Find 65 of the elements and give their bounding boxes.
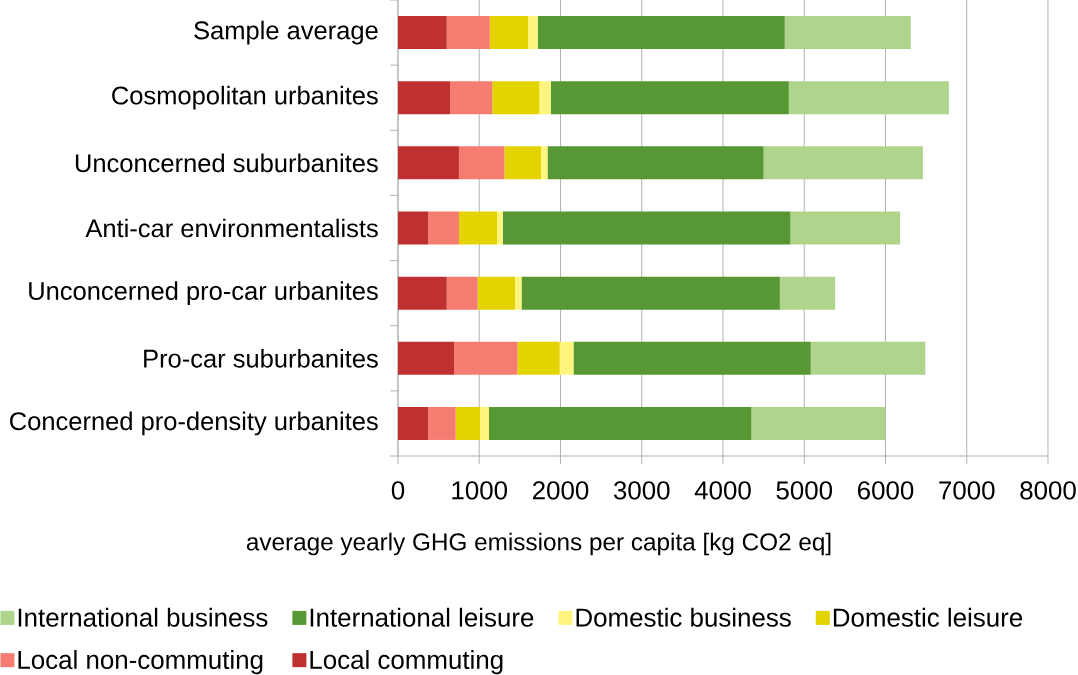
bar [537,16,785,50]
bar [763,146,923,180]
bar [428,406,456,440]
bar [458,146,505,180]
bar [790,211,901,245]
bar [788,81,949,115]
bar [779,276,836,310]
legend-label: Domestic leisure [833,607,1023,627]
bar [515,276,522,310]
bar [541,146,548,180]
bar [517,341,560,375]
bar [573,341,811,375]
bar [480,406,489,440]
bar [547,146,764,180]
bar [539,81,551,115]
x-tick-label: 2000 [532,481,589,500]
legend-label: Domestic business [576,607,791,627]
bar [455,406,481,440]
bar [528,16,538,50]
y-tick-label: Cosmopolitan urbanites [112,85,378,110]
bar [398,406,429,440]
y-tick-label: Anti-car environmentalists [85,218,378,238]
bar [751,406,886,440]
bar [398,276,447,310]
bar [559,341,574,375]
bar [428,211,459,245]
x-tick-label: 0 [391,481,405,500]
x-tick-label: 6000 [858,481,914,500]
bar [492,81,540,115]
y-tick-label: Concerned pro-density urbanites [10,411,378,436]
bar [810,341,926,375]
x-tick-label: 8000 [1020,481,1076,500]
y-tick-label: Unconcerned suburbanites [75,153,378,173]
x-tick-label: 7000 [939,481,995,500]
x-tick-label: 3000 [613,481,670,500]
bar [398,16,447,50]
bar [550,81,789,115]
x-tick-label: 1000 [452,481,508,500]
y-tick-label: Sample average [194,20,378,45]
bar [398,341,455,375]
bar [477,276,515,310]
legend-label: Local commuting [310,650,503,675]
bar [398,81,450,115]
legend-label: Local non-commuting [18,650,263,675]
legend-label: International leisure [310,607,534,627]
x-tick-label: 4000 [694,481,751,500]
y-tick-label: Pro-car suburbanites [144,348,378,368]
y-tick-label: Unconcerned pro-car urbanites [29,281,378,306]
bar [446,16,490,50]
bar [489,16,528,50]
x-tick-label: 5000 [776,481,833,500]
bar [502,211,791,245]
bar [521,276,780,310]
bar [450,81,493,115]
bar [784,16,911,50]
bar [458,211,498,245]
bar [504,146,541,180]
bar [489,406,752,440]
legend-label: International business [18,607,268,627]
bar [398,211,429,245]
bar [446,276,478,310]
bar [497,211,503,245]
bar [398,146,459,180]
bar [454,341,518,375]
x-axis-title: average yearly GHG emissions per capita [kg CO2 eq] [246,532,831,556]
